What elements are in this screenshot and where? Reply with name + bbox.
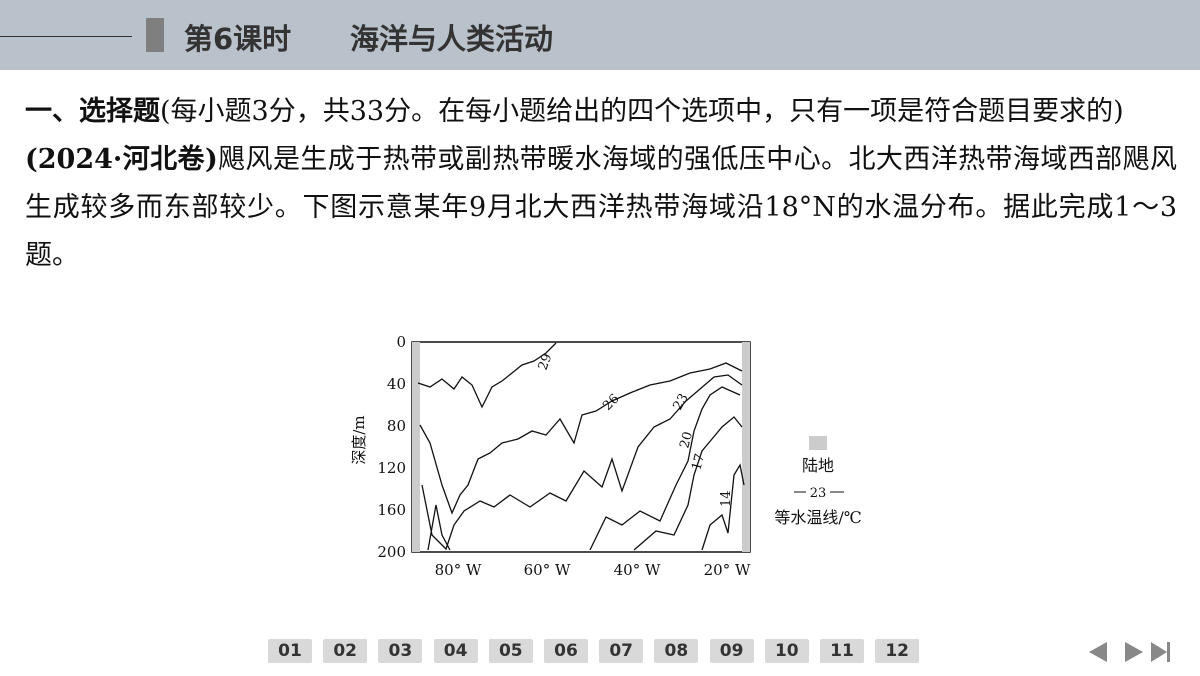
lesson: 第6课时 — [184, 22, 292, 56]
page-button[interactable]: 09 — [709, 639, 754, 663]
header: 第6课时 海洋与人类活动 — [0, 0, 1200, 70]
page-button[interactable]: 07 — [599, 639, 644, 663]
last-button[interactable] — [1151, 642, 1167, 662]
contour-label: 17 — [689, 452, 708, 472]
y-tick-label: 120 — [377, 459, 406, 477]
legend-isotherm: 等水温线/℃ — [774, 508, 861, 527]
y-tick-label: 200 — [377, 543, 406, 561]
heading: 一、选择题 — [25, 96, 160, 127]
page-button[interactable]: 01 — [268, 639, 312, 663]
page-button[interactable]: 05 — [488, 639, 533, 663]
heading-note: (每小题3分，共33分。在每小题给出的四个选项中，只有一项是符合题目要求的) — [160, 96, 1124, 127]
land — [412, 342, 420, 552]
nav-arrows — [1089, 642, 1170, 662]
legend-land: 陆地 — [802, 456, 834, 475]
rule — [0, 36, 132, 37]
x-tick-label: 80° W — [435, 561, 482, 579]
figure: 29 26 23 20 17 14 0 40 80 120 160 200 80… — [350, 335, 862, 579]
page-button[interactable]: 10 — [764, 639, 809, 663]
marker — [146, 18, 164, 52]
x-ticks: 80° W 60° W 40° W 20° W — [435, 561, 751, 579]
contour-label: 29 — [536, 352, 556, 373]
contour-label: 20 — [677, 430, 696, 450]
y-tick-label: 0 — [396, 335, 406, 351]
contour-label: 26 — [600, 392, 622, 414]
y-tick-label: 80 — [387, 417, 406, 435]
prev-button[interactable] — [1089, 642, 1107, 662]
title: 海洋与人类活动 — [350, 22, 554, 56]
contour-label: 14 — [719, 490, 734, 507]
y-label: 深度/m — [350, 415, 368, 464]
contour-label: 23 — [670, 391, 691, 413]
source: (2024·河北卷) — [25, 144, 218, 175]
contour-labels: 29 26 23 20 17 14 — [536, 352, 734, 507]
x-tick-label: 40° W — [614, 561, 661, 579]
page-button[interactable]: 11 — [820, 639, 864, 663]
y-tick-label: 40 — [387, 375, 406, 393]
last-bar — [1167, 642, 1170, 662]
x-tick-label: 20° W — [704, 561, 751, 579]
page-button[interactable]: 02 — [323, 639, 368, 663]
question: 一、选择题(每小题3分，共33分。在每小题给出的四个选项中，只有一项是符合题目要… — [25, 88, 1177, 280]
isotherms — [417, 342, 745, 551]
page-button[interactable]: 04 — [433, 639, 478, 663]
page-button[interactable]: 08 — [654, 639, 699, 663]
page-button[interactable]: 06 — [544, 639, 588, 663]
x-tick-label: 60° W — [524, 561, 571, 579]
page-button[interactable]: 03 — [378, 639, 423, 663]
page-button[interactable]: 12 — [875, 639, 920, 663]
legend-land-swatch — [809, 436, 827, 450]
y-tick-label: 160 — [377, 501, 406, 519]
legend-isotherm-sample: 23 — [810, 486, 827, 501]
next-button[interactable] — [1125, 642, 1143, 662]
y-ticks: 0 40 80 120 160 200 — [377, 335, 406, 561]
land — [742, 342, 750, 552]
intro: 飓风是生成于热带或副热带暖水海域的强低压中心。北大西洋热带海域西部飓风生成较多而… — [25, 144, 1177, 271]
frame — [411, 341, 751, 553]
